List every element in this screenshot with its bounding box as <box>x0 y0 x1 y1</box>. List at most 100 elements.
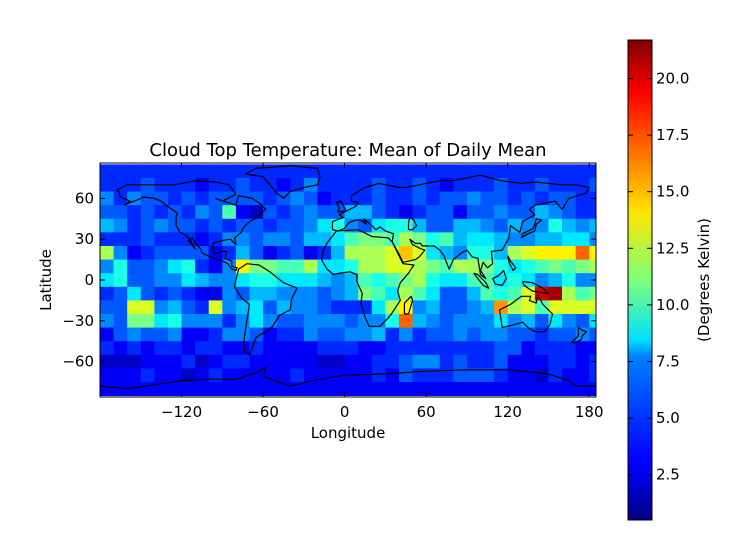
heatmap-cell <box>276 300 291 315</box>
heatmap-cell <box>589 286 597 301</box>
heatmap-cell <box>412 382 427 397</box>
heatmap-cell <box>398 232 413 247</box>
heatmap-cell <box>235 245 250 260</box>
coastline <box>520 218 543 239</box>
heatmap-cell <box>235 177 250 192</box>
heatmap-cell <box>426 273 441 288</box>
heatmap-cell <box>385 314 400 329</box>
heatmap-cell <box>331 273 345 288</box>
heatmap-cell <box>426 191 441 206</box>
heatmap-cell <box>562 245 577 260</box>
heatmap-cell <box>100 382 114 397</box>
heatmap-cell <box>521 368 536 383</box>
heatmap-cell <box>412 273 427 288</box>
heatmap-cell <box>113 191 128 206</box>
heatmap-cell <box>398 218 413 233</box>
heatmap-cell <box>303 314 318 329</box>
heatmap-cell <box>154 314 169 329</box>
heatmap-cell <box>290 368 305 383</box>
heatmap-cell <box>154 259 169 274</box>
heatmap-cell <box>480 300 495 315</box>
x-tick-label: −120 <box>161 403 202 421</box>
heatmap-cell <box>398 368 413 383</box>
heatmap-cell <box>208 368 223 383</box>
heatmap-cell <box>385 341 400 356</box>
heatmap-cell <box>439 341 454 356</box>
heatmap-cell <box>208 164 223 179</box>
heatmap-cell <box>521 354 536 369</box>
heatmap-cell <box>426 341 441 356</box>
heatmap-cell <box>575 218 590 233</box>
heatmap-cell <box>358 341 373 356</box>
heatmap-cell <box>167 245 182 260</box>
heatmap-cell <box>276 259 291 274</box>
heatmap-cell <box>521 191 536 206</box>
heatmap-cell <box>466 286 481 301</box>
heatmap-cell <box>466 191 481 206</box>
heatmap-cell <box>344 354 359 369</box>
heatmap-cell <box>195 341 210 356</box>
heatmap-cell <box>222 218 237 233</box>
heatmap-cell <box>235 205 250 220</box>
heatmap-cell <box>494 245 509 260</box>
heatmap-cell <box>154 205 169 220</box>
heatmap-cell <box>385 382 400 397</box>
coastline <box>498 294 554 333</box>
heatmap-cell <box>534 327 549 342</box>
heatmap-cell <box>548 259 563 274</box>
heatmap-cell <box>195 382 210 397</box>
heatmap-cell <box>113 259 128 274</box>
heatmap-cell <box>371 164 386 179</box>
heatmap-cell <box>167 286 182 301</box>
heatmap-cell <box>195 259 210 274</box>
heatmap-cell <box>562 259 577 274</box>
heatmap-cell <box>113 232 128 247</box>
heatmap-cell <box>344 245 359 260</box>
heatmap-cell <box>100 245 114 260</box>
heatmap-cell <box>317 205 332 220</box>
heatmap-cell <box>140 259 155 274</box>
heatmap-cell <box>127 300 142 315</box>
heatmap-cell <box>181 245 196 260</box>
heatmap-cell <box>385 205 400 220</box>
x-tick-label: −60 <box>247 403 279 421</box>
heatmap-cell <box>303 273 318 288</box>
heatmap-cell <box>453 382 468 397</box>
heatmap-cell <box>181 218 196 233</box>
heatmap-cell <box>303 286 318 301</box>
heatmap-cell <box>181 300 196 315</box>
heatmap-cell <box>521 327 536 342</box>
heatmap-cell <box>494 368 509 383</box>
heatmap-cell <box>195 327 210 342</box>
heatmap-cell <box>412 314 427 329</box>
heatmap-cell <box>453 164 468 179</box>
heatmap-cell <box>208 341 223 356</box>
heatmap-cell <box>303 259 318 274</box>
heatmap-cell <box>548 205 563 220</box>
heatmap-cell <box>317 368 332 383</box>
heatmap-cell <box>181 177 196 192</box>
heatmap-cell <box>548 164 563 179</box>
heatmap-cell <box>127 164 142 179</box>
heatmap-cell <box>480 164 495 179</box>
heatmap-cell <box>331 286 345 301</box>
heatmap-cell <box>181 341 196 356</box>
heatmap-cell <box>521 341 536 356</box>
heatmap-cell <box>521 273 536 288</box>
heatmap-cell <box>290 341 305 356</box>
heatmap-cell <box>181 286 196 301</box>
x-tick-label: 0 <box>340 403 350 421</box>
heatmap-cell <box>317 164 332 179</box>
heatmap-cell <box>167 164 182 179</box>
heatmap-cell <box>562 341 577 356</box>
heatmap-cell <box>127 245 142 260</box>
heatmap-cell <box>480 245 495 260</box>
heatmap-cell <box>113 341 128 356</box>
heatmap-cell <box>453 341 468 356</box>
heatmap-cell <box>263 382 278 397</box>
heatmap-cell <box>398 164 413 179</box>
heatmap-cell <box>140 341 155 356</box>
heatmap-cell <box>276 232 291 247</box>
heatmap-cell <box>290 354 305 369</box>
heatmap-cell <box>466 259 481 274</box>
